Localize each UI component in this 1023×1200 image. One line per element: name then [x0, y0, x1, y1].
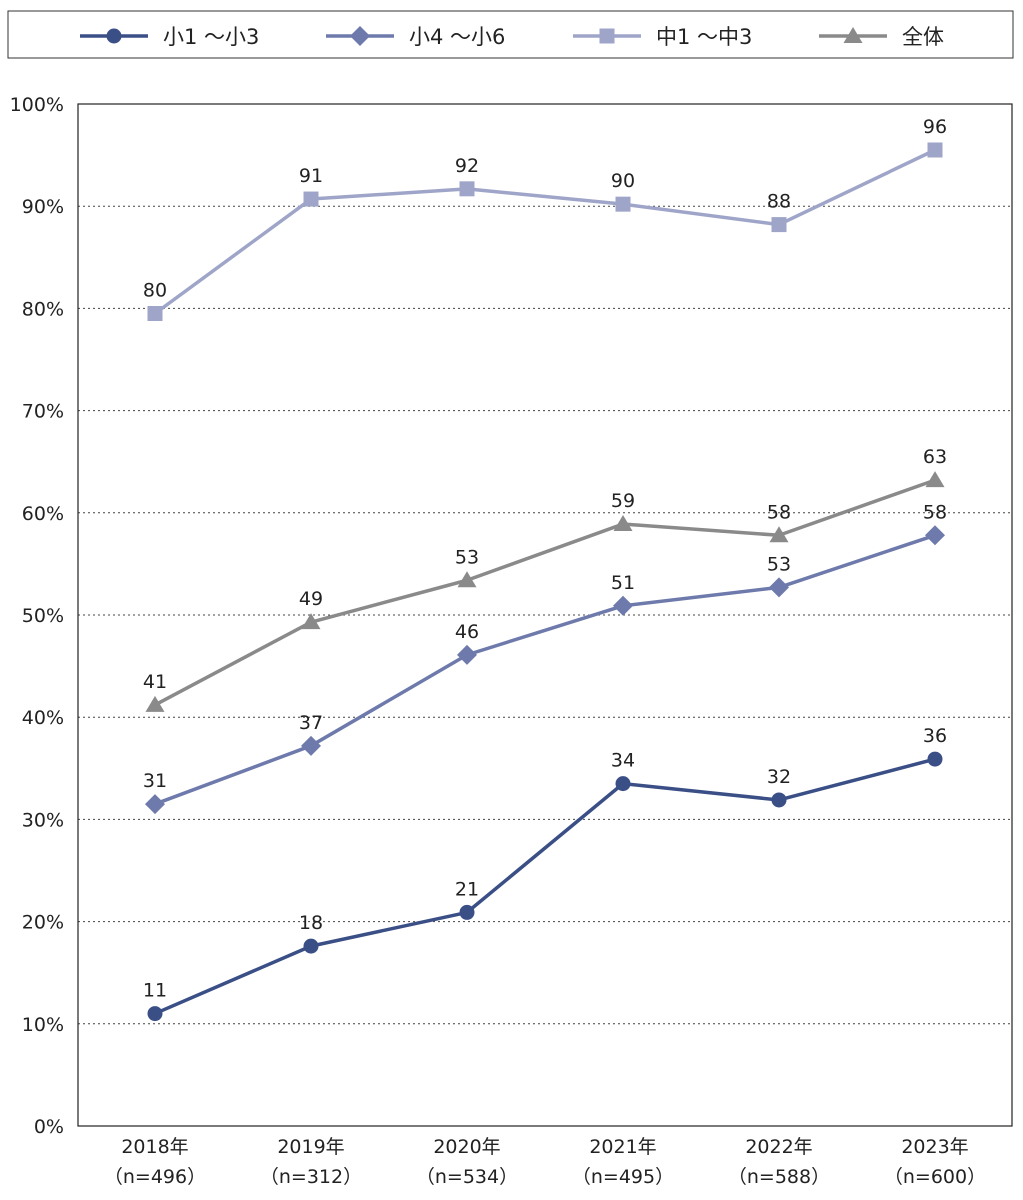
y-axis: 0% 10% 20% 30% 40% 50% 60% 70% 80% 90% 100% [10, 94, 64, 1138]
series-layer: 11 18 21 34 32 36 31 37 46 51 53 58 80 91 92 90 88 96 41 49… [143, 116, 947, 1022]
series-line [153, 148, 936, 315]
y-tick-label: 60% [22, 503, 64, 525]
legend-label: 小4 ～小6 [409, 25, 505, 49]
data-point-diamond [769, 577, 789, 598]
y-tick-label: 90% [22, 196, 64, 218]
data-point-triangle [613, 515, 633, 532]
legend-marker-circle [106, 28, 122, 44]
series-1: 11 18 21 34 32 36 [143, 725, 947, 1022]
legend-item: 全体 [819, 25, 944, 49]
data-label: 41 [143, 671, 167, 693]
data-label: 63 [923, 446, 947, 468]
series-line [154, 478, 936, 707]
legend-label: 小1 ～小3 [163, 25, 259, 49]
series-line [154, 757, 936, 1016]
y-tick-label: 100% [10, 94, 64, 116]
series-line [154, 533, 936, 806]
data-point-square [927, 142, 943, 158]
data-label: 11 [143, 980, 167, 1002]
x-tick-label: 2023年 [901, 1136, 968, 1158]
data-point-diamond [613, 595, 633, 616]
data-label: 46 [455, 621, 479, 643]
y-tick-label: 20% [22, 912, 64, 934]
series-3: 80 91 92 90 88 96 [143, 116, 947, 322]
data-label: 53 [455, 546, 479, 568]
legend-label: 中1 ～中3 [656, 25, 752, 49]
data-point-square [303, 191, 319, 207]
legend-marker-square [599, 28, 615, 44]
data-point-diamond [145, 794, 165, 815]
data-label: 34 [611, 750, 635, 772]
data-point-triangle [925, 471, 945, 488]
data-point-square [459, 181, 475, 197]
data-label: 32 [767, 766, 791, 788]
x-tick-sample-size: （n=534） [416, 1166, 518, 1188]
legend-marker-diamond [350, 26, 370, 46]
legend-item: 小4 ～小6 [326, 25, 505, 49]
x-tick-sample-size: （n=588） [728, 1166, 830, 1188]
data-point-square [615, 196, 631, 212]
data-point-circle [771, 792, 787, 808]
legend-item: 小1 ～小3 [80, 25, 259, 49]
x-axis: 2018年 （n=496） 2019年 （n=312） 2020年 （n=534） 2021… [104, 1136, 986, 1188]
data-point-square [147, 306, 163, 322]
plot-area [77, 103, 1013, 1127]
data-point-circle [459, 904, 475, 920]
series-2: 31 37 46 51 53 58 [143, 501, 947, 815]
y-tick-label: 0% [34, 1116, 64, 1138]
x-tick-sample-size: （n=496） [104, 1166, 206, 1188]
data-label: 59 [611, 490, 635, 512]
data-point-circle [303, 938, 319, 954]
data-point-triangle [769, 526, 789, 543]
data-label: 36 [923, 725, 947, 747]
x-tick-sample-size: （n=495） [572, 1166, 674, 1188]
data-label: 58 [767, 501, 791, 523]
data-label: 21 [455, 878, 479, 900]
x-tick-label: 2021年 [589, 1136, 656, 1158]
data-point-diamond [301, 735, 321, 756]
legend: 小1 ～小3 小4 ～小6 中1 ～中3 全体 [7, 10, 1014, 59]
data-label: 90 [611, 170, 635, 192]
x-tick-sample-size: （n=312） [260, 1166, 362, 1188]
data-label: 37 [299, 712, 323, 734]
x-tick-label: 2020年 [433, 1136, 500, 1158]
data-point-square [771, 217, 787, 233]
y-tick-label: 10% [22, 1014, 64, 1036]
data-point-circle [927, 751, 943, 767]
y-tick-label: 30% [22, 809, 64, 831]
x-tick-label: 2019年 [277, 1136, 344, 1158]
y-tick-label: 40% [22, 707, 64, 729]
data-label: 51 [611, 572, 635, 594]
data-label: 53 [767, 553, 791, 575]
data-label: 80 [143, 280, 167, 302]
data-label: 49 [299, 588, 323, 610]
x-tick-sample-size: （n=600） [884, 1166, 986, 1188]
data-point-circle [615, 776, 631, 792]
data-point-triangle [145, 695, 165, 712]
gridlines [78, 205, 1012, 1025]
y-tick-label: 50% [22, 605, 64, 627]
data-label: 31 [143, 770, 167, 792]
data-point-circle [147, 1006, 163, 1022]
data-point-triangle [457, 571, 477, 588]
data-label: 92 [455, 155, 479, 177]
data-point-diamond [925, 525, 945, 546]
data-label: 96 [923, 116, 947, 138]
data-label: 91 [299, 165, 323, 187]
data-point-diamond [457, 644, 477, 665]
x-tick-label: 2022年 [745, 1136, 812, 1158]
legend-label: 全体 [902, 25, 944, 49]
data-label: 88 [767, 191, 791, 213]
y-tick-label: 80% [22, 298, 64, 320]
legend-marker-triangle [843, 27, 863, 43]
data-label: 18 [299, 912, 323, 934]
x-tick-label: 2018年 [121, 1136, 188, 1158]
data-label: 58 [923, 501, 947, 523]
series-4: 41 49 53 59 58 63 [143, 446, 947, 712]
data-point-triangle [301, 613, 321, 630]
legend-item: 中1 ～中3 [573, 25, 752, 49]
y-tick-label: 70% [22, 401, 64, 423]
